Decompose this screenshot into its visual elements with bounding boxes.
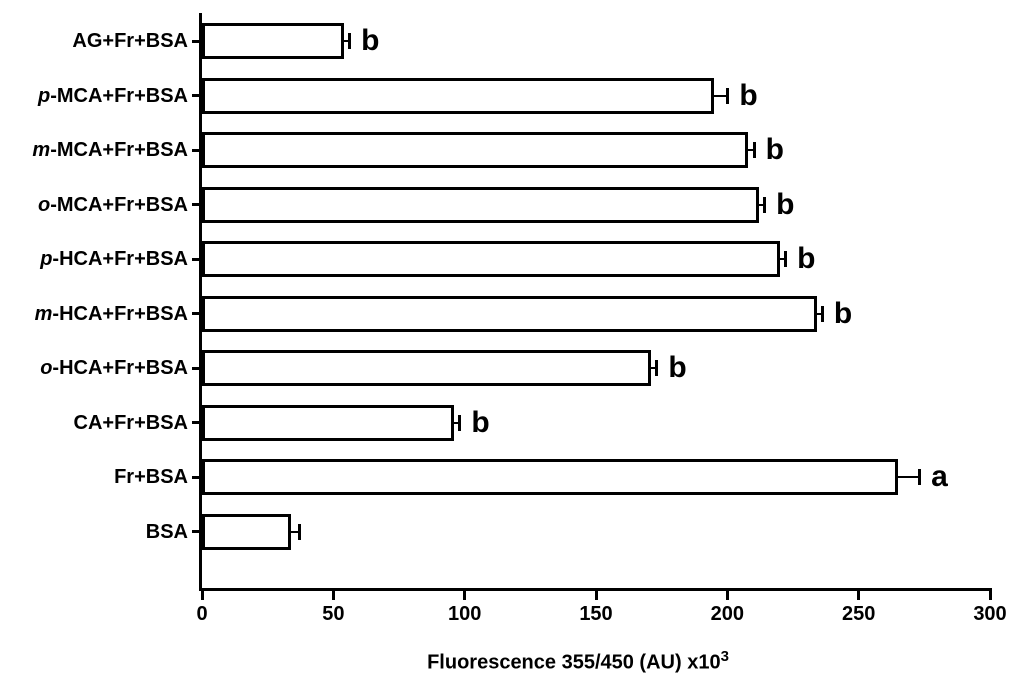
- error-bar-line: [756, 203, 765, 206]
- category-label-italic-prefix: p: [40, 248, 53, 270]
- x-axis-title-text: Fluorescence 355/450 (AU) x10: [427, 651, 721, 674]
- y-tick: [192, 39, 202, 43]
- category-label: CA+Fr+BSA: [0, 410, 188, 436]
- sig-letter: b: [797, 242, 816, 275]
- category-label-text: AG+Fr+BSA: [72, 30, 188, 52]
- y-tick: [192, 94, 202, 97]
- x-axis-title-exponent: 3: [720, 648, 729, 665]
- sig-letter: b: [833, 296, 853, 330]
- category-label-text: -HCA+Fr+BSA: [52, 302, 188, 325]
- y-tick: [192, 475, 202, 479]
- y-axis-line: [199, 13, 202, 591]
- y-tick: [192, 312, 202, 315]
- error-bar-cap: [820, 305, 824, 322]
- bar: [202, 295, 817, 332]
- category-label-text: -MCA+Fr+BSA: [50, 139, 188, 161]
- category-label-text: BSA: [145, 520, 188, 543]
- y-tick: [192, 257, 202, 261]
- error-bar-cap: [752, 142, 756, 158]
- category-label-text: CA+Fr+BSA: [73, 411, 188, 434]
- x-tick-label: 250: [841, 603, 876, 625]
- sig-letter: b: [776, 187, 795, 221]
- error-bar-cap: [784, 251, 788, 267]
- category-label: m-HCA+Fr+BSA: [0, 301, 188, 327]
- x-tick: [463, 591, 467, 600]
- error-bar-cap: [348, 33, 352, 49]
- category-label-italic-prefix: m: [34, 302, 53, 325]
- x-tick-label: 300: [973, 603, 1007, 625]
- category-label-text: Fr+BSA: [114, 466, 188, 488]
- bar: [202, 241, 780, 277]
- error-bar-line: [777, 258, 786, 260]
- category-label: Fr+BSA: [0, 464, 188, 490]
- bar: [202, 23, 344, 59]
- error-bar-line: [649, 367, 657, 369]
- sig-letter: b: [765, 133, 784, 166]
- x-tick-label: 50: [322, 603, 345, 625]
- y-tick: [192, 421, 202, 424]
- x-axis-title: Fluorescence 355/450 (AU) x103: [202, 648, 954, 680]
- x-tick: [200, 591, 204, 600]
- category-label: AG+Fr+BSA: [0, 28, 188, 54]
- error-bar-cap: [726, 87, 730, 104]
- x-tick-label: 0: [196, 603, 208, 625]
- bar: [202, 404, 455, 441]
- x-tick-label: 100: [447, 603, 482, 625]
- error-bar-line: [289, 530, 300, 533]
- error-bar-line: [746, 149, 754, 151]
- x-tick-label: 200: [710, 603, 745, 625]
- error-bar-cap: [458, 414, 462, 431]
- bar: [202, 350, 652, 386]
- category-label: p-HCA+Fr+BSA: [0, 246, 188, 272]
- error-bar-cap: [763, 196, 767, 213]
- x-tick: [331, 591, 335, 600]
- y-tick: [192, 366, 202, 370]
- category-label-italic-prefix: o: [37, 193, 51, 216]
- category-label-italic-prefix: o: [40, 357, 53, 379]
- bar: [202, 459, 899, 495]
- x-tick: [594, 591, 598, 600]
- bar: [202, 513, 292, 550]
- x-tick: [988, 591, 992, 600]
- sig-letter: b: [739, 78, 758, 112]
- sig-letter: b: [668, 351, 687, 384]
- sig-letter: b: [361, 24, 380, 57]
- y-tick: [192, 530, 202, 533]
- sig-letter: a: [931, 460, 948, 493]
- sig-letter: b: [471, 405, 490, 439]
- error-bar-line: [814, 312, 822, 315]
- x-tick: [857, 591, 861, 600]
- error-bar-cap: [298, 523, 302, 540]
- x-tick-label: 150: [579, 603, 613, 625]
- error-bar-line: [341, 40, 350, 42]
- bar: [202, 186, 759, 223]
- category-label-italic-prefix: p: [37, 84, 51, 107]
- bar: [202, 77, 715, 114]
- category-label: m-MCA+Fr+BSA: [0, 137, 188, 163]
- error-bar-cap: [918, 469, 922, 485]
- error-bar-cap: [655, 360, 659, 376]
- category-label: o-HCA+Fr+BSA: [0, 355, 188, 381]
- error-bar-line: [896, 476, 920, 478]
- category-label-text: -HCA+Fr+BSA: [52, 357, 188, 379]
- category-label-text: -MCA+Fr+BSA: [50, 84, 188, 107]
- y-tick: [192, 148, 202, 152]
- x-tick: [725, 591, 729, 600]
- category-label-italic-prefix: m: [32, 139, 51, 161]
- bar: [202, 132, 749, 168]
- category-label-text: -MCA+Fr+BSA: [50, 193, 188, 216]
- category-label: o-MCA+Fr+BSA: [0, 192, 188, 218]
- error-bar-line: [452, 421, 460, 424]
- x-axis-line: [199, 588, 992, 591]
- error-bar-line: [712, 94, 728, 97]
- category-label-text: -HCA+Fr+BSA: [52, 248, 188, 270]
- category-label: p-MCA+Fr+BSA: [0, 83, 188, 109]
- category-label: BSA: [0, 519, 188, 545]
- y-tick: [192, 203, 202, 206]
